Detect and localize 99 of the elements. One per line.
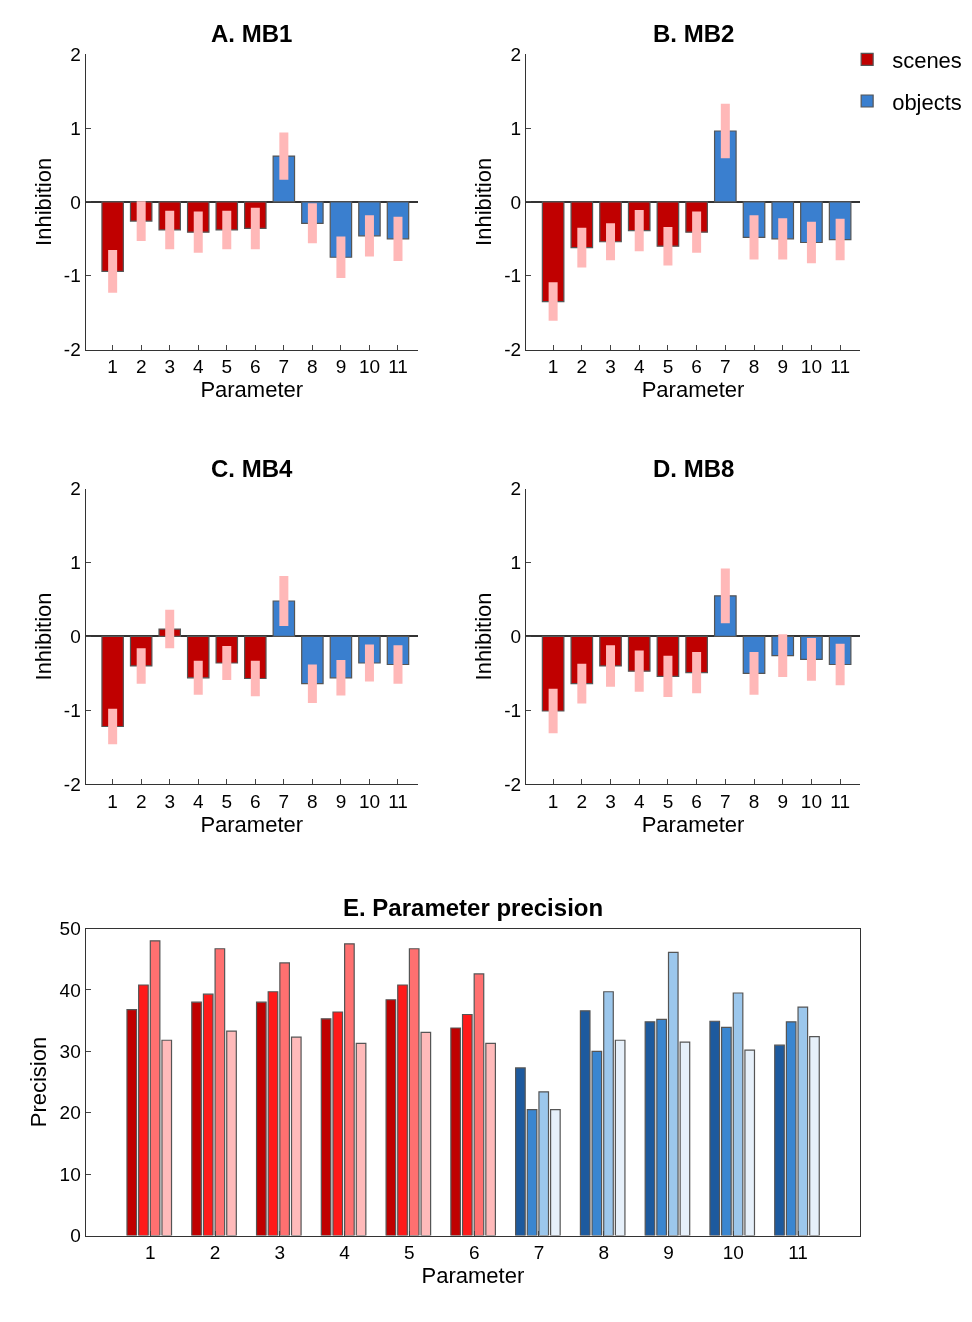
chart-title: B. MB2 (653, 20, 735, 47)
x-tick-label: 8 (307, 790, 318, 812)
x-tick-label: 10 (800, 790, 822, 812)
x-tick-label: 7 (720, 356, 731, 378)
x-tick-label: 7 (533, 1242, 545, 1264)
x-tick-label: 10 (722, 1242, 744, 1264)
x-tick-label: 1 (107, 790, 118, 812)
x-axis-title: Parameter (200, 811, 304, 837)
y-tick-label: 1 (510, 552, 522, 574)
x-tick-label: 6 (691, 790, 702, 812)
x-tick-label: 4 (633, 790, 645, 812)
y-tick-label: 1 (70, 552, 81, 574)
x-tick-label: 10 (358, 790, 381, 812)
y-tick-label: 0 (510, 191, 522, 213)
y-tick-label: -2 (63, 339, 81, 361)
x-tick-label: 6 (691, 356, 702, 378)
y-axis-title: Inhibition (30, 592, 56, 681)
y-tick-label: -1 (504, 265, 522, 287)
y-tick-label: 2 (70, 478, 81, 500)
chart-title: D. MB8 (653, 455, 735, 482)
x-tick-label: 8 (307, 356, 318, 378)
y-tick-label: 1 (70, 117, 81, 139)
x-tick-label: 4 (192, 356, 204, 378)
x-tick-label: 8 (748, 790, 760, 812)
x-tick-label: 5 (221, 356, 233, 378)
x-tick-label: 9 (777, 356, 789, 378)
y-tick-label: 1 (510, 117, 522, 139)
x-tick-label: 2 (576, 790, 588, 812)
legend-label: objects (892, 89, 962, 115)
y-tick-label: 2 (510, 43, 522, 65)
x-tick-label: 3 (164, 790, 176, 812)
x-axis-title: Parameter (641, 811, 745, 837)
x-tick-label: 4 (192, 790, 204, 812)
y-tick-label: -1 (63, 265, 81, 287)
x-axis-title: Parameter (200, 377, 304, 403)
x-tick-label: 11 (830, 356, 850, 378)
y-tick-label: 2 (510, 478, 522, 500)
x-tick-label: 9 (777, 790, 789, 812)
x-tick-label: 1 (107, 356, 118, 378)
x-tick-label: 1 (145, 1242, 156, 1264)
x-tick-label: 3 (605, 790, 616, 812)
legend-label: scenes (892, 48, 962, 73)
y-tick-label: 0 (70, 1225, 81, 1247)
y-tick-label: 0 (510, 626, 522, 648)
x-tick-label: 4 (633, 356, 645, 378)
chart-title: E. Parameter precision (343, 894, 604, 921)
x-tick-label: 11 (388, 790, 408, 812)
chart-title: C. MB4 (211, 455, 293, 482)
x-tick-label: 7 (278, 356, 290, 378)
y-tick-label: 50 (59, 918, 81, 940)
y-tick-label: 0 (70, 626, 81, 648)
y-tick-label: 30 (59, 1040, 81, 1062)
x-tick-label: 11 (830, 790, 850, 812)
y-axis-title: Inhibition (470, 592, 496, 681)
x-tick-label: 7 (278, 790, 290, 812)
x-tick-label: 3 (605, 356, 616, 378)
x-tick-label: 4 (339, 1242, 351, 1264)
y-tick-label: -1 (63, 699, 81, 721)
y-tick-label: 40 (59, 979, 81, 1001)
x-tick-label: 9 (335, 356, 347, 378)
x-tick-label: 1 (547, 356, 559, 378)
x-tick-label: 2 (135, 356, 147, 378)
x-tick-label: 10 (358, 356, 381, 378)
x-tick-label: 7 (720, 790, 731, 812)
x-tick-label: 1 (547, 790, 559, 812)
x-tick-label: 2 (209, 1242, 221, 1264)
x-tick-label: 10 (800, 356, 822, 378)
y-axis-title: Inhibition (470, 157, 496, 246)
y-tick-label: 2 (70, 43, 81, 65)
x-axis-title: Parameter (421, 1263, 525, 1289)
x-axis-title: Parameter (641, 377, 745, 403)
x-tick-label: 11 (388, 356, 408, 378)
y-tick-label: -2 (504, 339, 522, 361)
y-tick-label: 20 (59, 1102, 81, 1124)
bar (101, 635, 124, 728)
chart-title: A. MB1 (211, 20, 293, 47)
y-tick-label: -1 (504, 699, 522, 721)
y-tick-label: -2 (63, 773, 81, 795)
x-tick-label: 3 (274, 1242, 286, 1264)
x-tick-label: 8 (598, 1242, 610, 1264)
x-tick-label: 6 (468, 1242, 480, 1264)
x-tick-label: 9 (335, 790, 347, 812)
x-tick-label: 5 (662, 356, 674, 378)
y-axis-title: Precision (26, 1036, 52, 1128)
y-tick-label: 0 (70, 191, 81, 213)
y-tick-label: 10 (59, 1163, 81, 1185)
x-tick-label: 8 (748, 356, 760, 378)
x-tick-label: 5 (662, 790, 674, 812)
x-tick-label: 9 (663, 1242, 674, 1264)
x-tick-label: 2 (576, 356, 588, 378)
y-tick-label: -2 (504, 773, 522, 795)
y-axis-title: Inhibition (30, 157, 56, 246)
x-tick-label: 3 (164, 356, 176, 378)
x-tick-label: 6 (250, 356, 261, 378)
x-tick-label: 11 (788, 1242, 808, 1264)
x-tick-label: 2 (135, 790, 147, 812)
x-tick-label: 6 (250, 790, 261, 812)
x-tick-label: 5 (221, 790, 233, 812)
x-tick-label: 5 (404, 1242, 415, 1264)
